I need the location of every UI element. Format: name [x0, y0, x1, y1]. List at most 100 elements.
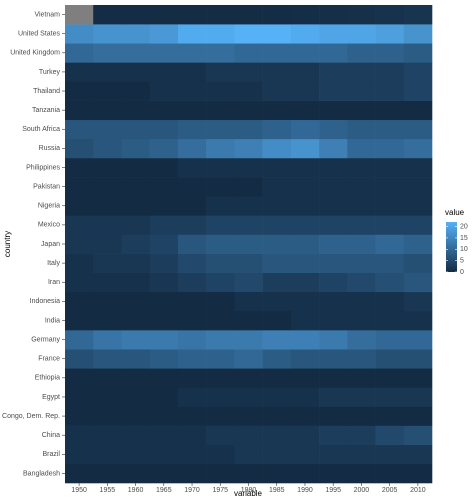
cell: [319, 291, 348, 312]
cell: [290, 253, 320, 273]
cell: [262, 310, 292, 331]
x-tick-label: 1950: [71, 487, 87, 494]
cell: [290, 62, 320, 82]
cell: [234, 196, 263, 216]
cell: [149, 444, 179, 465]
cell: [121, 234, 150, 254]
cell: [93, 62, 122, 82]
cell: [177, 43, 207, 63]
y-tick-label: Nigeria: [38, 203, 60, 210]
cell: [403, 406, 433, 426]
cell: [177, 330, 207, 350]
cell: [290, 291, 320, 312]
cell: [375, 406, 405, 426]
cell: [403, 234, 433, 254]
cell: [93, 157, 122, 178]
cell: [65, 463, 94, 484]
cell: [347, 100, 376, 121]
cell: [403, 215, 433, 235]
cell: [234, 291, 263, 312]
cell: [206, 24, 235, 44]
cell: [375, 177, 405, 197]
cell: [65, 81, 94, 101]
cell: [347, 253, 376, 273]
cell: [93, 463, 122, 484]
y-tick-label: Thailand: [33, 88, 60, 95]
cell: [93, 138, 122, 159]
cell: [375, 43, 405, 63]
cell: [403, 43, 433, 63]
x-tick-label: 1985: [269, 487, 285, 494]
cell: [121, 215, 150, 235]
cell: [403, 24, 433, 44]
cell: [347, 463, 376, 484]
cell: [319, 119, 348, 140]
cell: [65, 291, 94, 312]
cell: [65, 43, 94, 63]
cell: [319, 444, 348, 465]
cell: [206, 387, 235, 407]
cell: [403, 463, 433, 484]
y-tick-label: Italy: [47, 260, 60, 267]
cell: [177, 62, 207, 82]
cell: [177, 349, 207, 369]
y-tick-label: Brazil: [42, 451, 60, 458]
cell: [149, 272, 179, 293]
cell: [149, 62, 179, 82]
cell: [65, 425, 94, 446]
cell: [290, 406, 320, 426]
cell: [93, 406, 122, 426]
cell: [149, 43, 179, 63]
x-tick-label: 1995: [325, 487, 341, 494]
cell: [262, 349, 292, 369]
cell: [290, 234, 320, 254]
cell: [234, 272, 263, 293]
cell: [319, 349, 348, 369]
y-tick-label: France: [38, 356, 60, 363]
cell: [149, 234, 179, 254]
legend-tick-label: 15: [460, 235, 468, 242]
cell: [262, 177, 292, 197]
cell: [121, 387, 150, 407]
cell: [177, 310, 207, 331]
cell: [149, 119, 179, 140]
cell: [65, 272, 94, 293]
cell: [149, 138, 179, 159]
cell: [234, 330, 263, 350]
cell: [347, 81, 376, 101]
cell: [206, 272, 235, 293]
cell: [149, 368, 179, 388]
cell: [65, 196, 94, 216]
x-tick-label: 1970: [184, 487, 200, 494]
cell: [234, 24, 263, 44]
colorbar: [446, 222, 457, 272]
cell: [65, 119, 94, 140]
cell: [375, 24, 405, 44]
cell: [290, 100, 320, 121]
cell: [319, 157, 348, 178]
cell: [234, 5, 263, 25]
cell: [177, 406, 207, 426]
cell: [121, 349, 150, 369]
cell: [177, 177, 207, 197]
cell: [149, 291, 179, 312]
cell: [149, 100, 179, 121]
cell: [290, 368, 320, 388]
cell: [93, 330, 122, 350]
cell: [206, 406, 235, 426]
cell: [290, 272, 320, 293]
cell: [290, 444, 320, 465]
cell: [177, 444, 207, 465]
cell: [206, 5, 235, 25]
cell: [65, 444, 94, 465]
y-tick-label: Ethiopia: [35, 375, 60, 382]
cell: [65, 62, 94, 82]
cell: [319, 24, 348, 44]
cell: [262, 406, 292, 426]
cell: [93, 215, 122, 235]
cell: [403, 81, 433, 101]
cell: [206, 330, 235, 350]
cell: [375, 272, 405, 293]
cell: [93, 177, 122, 197]
cell: [121, 368, 150, 388]
